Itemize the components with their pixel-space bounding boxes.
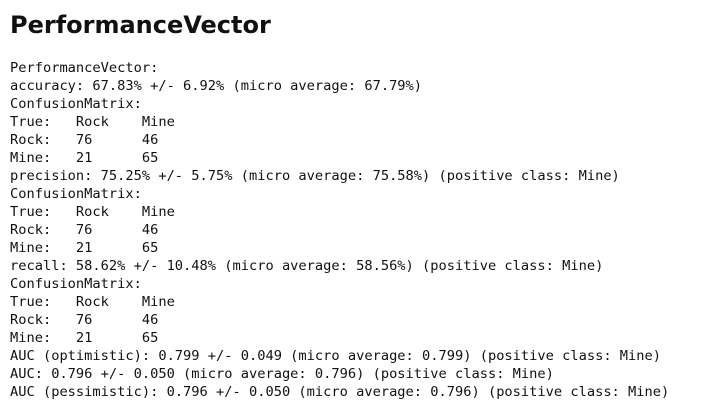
text-line: True: Rock Mine [10,204,175,220]
text-line: accuracy: 67.83% +/- 6.92% (micro averag… [10,78,423,94]
text-line: AUC (pessimistic): 0.796 +/- 0.050 (micr… [10,384,670,400]
text-line: ConfusionMatrix: [10,186,142,202]
text-line: Rock: 76 46 [10,132,159,148]
text-line: ConfusionMatrix: [10,276,142,292]
text-line: PerformanceVector: [10,60,159,76]
text-line: ConfusionMatrix: [10,96,142,112]
text-line: AUC (optimistic): 0.799 +/- 0.049 (micro… [10,348,662,364]
text-line: True: Rock Mine [10,294,175,310]
text-line: Rock: 76 46 [10,222,159,238]
text-line: precision: 75.25% +/- 5.75% (micro avera… [10,168,620,184]
text-line: True: Rock Mine [10,114,175,130]
text-line: Mine: 21 65 [10,240,159,256]
text-line: Mine: 21 65 [10,150,159,166]
text-line: AUC: 0.796 +/- 0.050 (micro average: 0.7… [10,366,554,382]
result-text: PerformanceVector: accuracy: 67.83% +/- 6… [10,59,669,401]
text-line: recall: 58.62% +/- 10.48% (micro average… [10,258,604,274]
text-line: Rock: 76 46 [10,312,159,328]
text-line: Mine: 21 65 [10,330,159,346]
page-title: PerformanceVector [10,11,271,39]
